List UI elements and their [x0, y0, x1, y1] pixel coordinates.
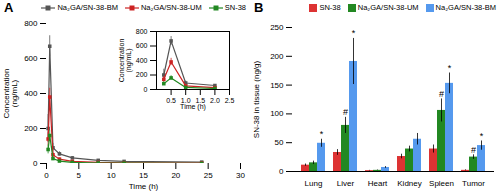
svg-text:200: 200 [24, 124, 38, 133]
svg-text:1.0: 1.0 [180, 97, 191, 105]
svg-text:15: 15 [139, 171, 148, 180]
svg-text:#: # [343, 107, 348, 117]
svg-text:#: # [439, 89, 444, 99]
svg-text:30: 30 [236, 171, 245, 180]
svg-text:#: # [471, 145, 476, 155]
svg-text:50: 50 [275, 138, 284, 147]
html-text:B: B [254, 0, 264, 15]
svg-text:*: * [480, 131, 484, 141]
html-text:Na₂GA/SN-38-BM: Na₂GA/SN-38-BM [435, 3, 496, 12]
svg-text:Concentration(ng/mL): Concentration(ng/mL) [2, 69, 19, 119]
svg-text:Lung: Lung [305, 179, 323, 188]
svg-text:Time (h): Time (h) [180, 103, 206, 111]
svg-text:150: 150 [270, 81, 284, 90]
svg-text:*: * [320, 129, 324, 139]
html-text:Na₂GA/SN-38-UM: Na₂GA/SN-38-UM [140, 3, 202, 12]
svg-text:Time (h): Time (h) [129, 182, 159, 191]
html-text:Na₂GA/SN-38-BM: Na₂GA/SN-38-BM [57, 3, 118, 12]
svg-text:Spleen: Spleen [429, 179, 454, 188]
svg-text:400: 400 [24, 89, 38, 98]
svg-text:*: * [448, 63, 452, 73]
svg-text:2.5: 2.5 [225, 97, 235, 104]
svg-text:250: 250 [270, 23, 284, 32]
svg-text:Heart: Heart [368, 179, 388, 188]
svg-text:800: 800 [24, 19, 38, 28]
html-text:Na₂GA/SN-38-UM: Na₂GA/SN-38-UM [357, 3, 419, 12]
svg-text:Tumor: Tumor [462, 179, 485, 188]
svg-text:SN-38 in tissue (ng/g): SN-38 in tissue (ng/g) [252, 60, 261, 138]
svg-text:100: 100 [270, 109, 284, 118]
svg-text:10: 10 [107, 171, 116, 180]
svg-text:Concentration(ng/mL): Concentration(ng/mL) [118, 39, 133, 83]
html-text:SN-38: SN-38 [319, 3, 341, 12]
svg-text:600: 600 [136, 42, 148, 49]
html-text:SN-38: SN-38 [224, 3, 246, 12]
svg-text:5: 5 [77, 171, 82, 180]
svg-text:0: 0 [33, 159, 38, 168]
svg-text:20: 20 [171, 171, 180, 180]
svg-text:*: * [352, 28, 356, 38]
svg-text:400: 400 [136, 57, 148, 64]
svg-text:Kidney: Kidney [397, 179, 421, 188]
svg-text:800: 800 [136, 28, 148, 35]
svg-text:200: 200 [136, 71, 148, 78]
svg-text:200: 200 [270, 52, 284, 61]
svg-text:600: 600 [24, 54, 38, 63]
svg-text:2.0: 2.0 [210, 97, 220, 104]
svg-text:0: 0 [44, 171, 49, 180]
svg-text:0: 0 [279, 167, 284, 176]
svg-text:1.5: 1.5 [195, 97, 206, 105]
html-text:A: A [4, 0, 14, 15]
svg-text:0: 0 [144, 86, 148, 93]
svg-text:25: 25 [204, 171, 213, 180]
svg-text:Liver: Liver [337, 179, 355, 188]
svg-text:0.5: 0.5 [166, 97, 176, 104]
